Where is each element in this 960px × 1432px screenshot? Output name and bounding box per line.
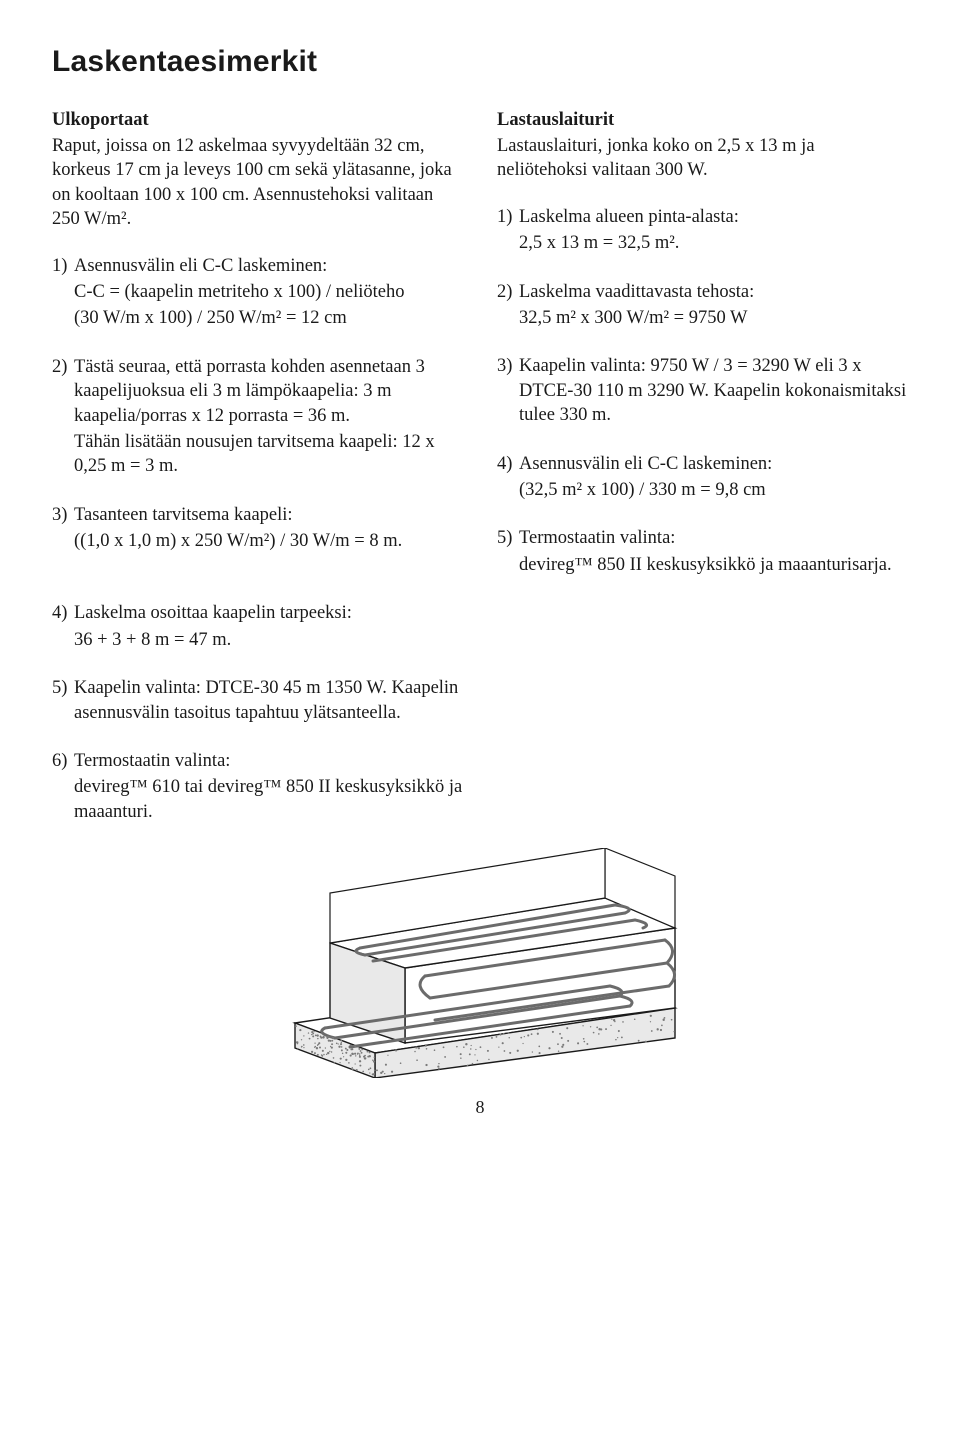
text-line: Asennusvälin eli C-C laskeminen: <box>519 452 908 476</box>
item-number: 4) <box>497 452 519 505</box>
text-line: Tähän lisätään nousujen tarvitsema kaape… <box>74 430 463 479</box>
item-body: Laskelma vaadittavasta tehosta: 32,5 m² … <box>519 280 908 333</box>
page-title: Laskentaesimerkit <box>52 42 908 82</box>
item-number: 6) <box>52 749 74 826</box>
text-line: Laskelma osoittaa kaapelin tarpeeksi: <box>74 601 480 625</box>
item-body: Asennusvälin eli C-C laskeminen: (32,5 m… <box>519 452 908 505</box>
text-line: Laskelma vaadittavasta tehosta: <box>519 280 908 304</box>
left-item-3: 3) Tasanteen tarvitsema kaapeli: ((1,0 x… <box>52 503 463 556</box>
item-body: Kaapelin valinta: 9750 W / 3 = 3290 W el… <box>519 354 908 429</box>
right-item-3: 3) Kaapelin valinta: 9750 W / 3 = 3290 W… <box>497 354 908 429</box>
two-column-layout: Ulkoportaat Raput, joissa on 12 askelmaa… <box>52 108 908 602</box>
right-intro-body: Lastauslaituri, jonka koko on 2,5 x 13 m… <box>497 134 908 183</box>
text-line: Tasanteen tarvitsema kaapeli: <box>74 503 463 527</box>
right-item-1: 1) Laskelma alueen pinta-alasta: 2,5 x 1… <box>497 205 908 258</box>
text-line: devireg™ 850 II keskusyksikkö ja maaantu… <box>519 553 908 577</box>
text-line: Laskelma alueen pinta-alasta: <box>519 205 908 229</box>
left-column: Ulkoportaat Raput, joissa on 12 askelmaa… <box>52 108 463 602</box>
text-line: Tästä seuraa, että porrasta kohden asenn… <box>74 355 463 428</box>
item-number: 2) <box>52 355 74 481</box>
text-line: C-C = (kaapelin metriteho x 100) / neliö… <box>74 280 463 304</box>
item-body: Termostaatin valinta: devireg™ 610 tai d… <box>74 749 480 826</box>
item-number: 3) <box>497 354 519 429</box>
left-column-continued: 4) Laskelma osoittaa kaapelin tarpeeksi:… <box>52 601 480 826</box>
item-body: Laskelma alueen pinta-alasta: 2,5 x 13 m… <box>519 205 908 258</box>
right-intro: Lastauslaiturit Lastauslaituri, jonka ko… <box>497 108 908 183</box>
left-item-4: 4) Laskelma osoittaa kaapelin tarpeeksi:… <box>52 601 480 654</box>
left-item-2: 2) Tästä seuraa, että porrasta kohden as… <box>52 355 463 481</box>
text-line: 32,5 m² x 300 W/m² = 9750 W <box>519 306 908 330</box>
item-body: Tästä seuraa, että porrasta kohden asenn… <box>74 355 463 481</box>
stair-diagram-svg <box>265 848 695 1078</box>
left-item-5: 5) Kaapelin valinta: DTCE-30 45 m 1350 W… <box>52 676 480 727</box>
text-line: (30 W/m x 100) / 250 W/m² = 12 cm <box>74 306 463 330</box>
left-item-6: 6) Termostaatin valinta: devireg™ 610 ta… <box>52 749 480 826</box>
item-number: 1) <box>52 254 74 333</box>
left-intro: Ulkoportaat Raput, joissa on 12 askelmaa… <box>52 108 463 232</box>
text-line: Termostaatin valinta: <box>519 526 908 550</box>
page-number: 8 <box>52 1096 908 1120</box>
stair-diagram <box>52 848 908 1078</box>
left-intro-head: Ulkoportaat <box>52 108 463 132</box>
text-line: 2,5 x 13 m = 32,5 m². <box>519 231 908 255</box>
item-number: 3) <box>52 503 74 556</box>
text-line: Termostaatin valinta: <box>74 749 480 773</box>
item-number: 1) <box>497 205 519 258</box>
right-item-4: 4) Asennusvälin eli C-C laskeminen: (32,… <box>497 452 908 505</box>
text-line: Kaapelin valinta: DTCE-30 45 m 1350 W. K… <box>74 676 480 725</box>
left-item-1: 1) Asennusvälin eli C-C laskeminen: C-C … <box>52 254 463 333</box>
text-line: (32,5 m² x 100) / 330 m = 9,8 cm <box>519 478 908 502</box>
text-line: Asennusvälin eli C-C laskeminen: <box>74 254 463 278</box>
right-column: Lastauslaiturit Lastauslaituri, jonka ko… <box>497 108 908 602</box>
item-body: Laskelma osoittaa kaapelin tarpeeksi: 36… <box>74 601 480 654</box>
text-line: ((1,0 x 1,0 m) x 250 W/m²) / 30 W/m = 8 … <box>74 529 463 553</box>
item-body: Tasanteen tarvitsema kaapeli: ((1,0 x 1,… <box>74 503 463 556</box>
item-number: 4) <box>52 601 74 654</box>
item-body: Asennusvälin eli C-C laskeminen: C-C = (… <box>74 254 463 333</box>
right-intro-head: Lastauslaiturit <box>497 108 908 132</box>
text-line: 36 + 3 + 8 m = 47 m. <box>74 628 480 652</box>
item-number: 5) <box>497 526 519 579</box>
text-line: Kaapelin valinta: 9750 W / 3 = 3290 W el… <box>519 354 908 427</box>
right-item-2: 2) Laskelma vaadittavasta tehosta: 32,5 … <box>497 280 908 333</box>
left-intro-body: Raput, joissa on 12 askelmaa syvyydeltää… <box>52 134 463 232</box>
item-body: Kaapelin valinta: DTCE-30 45 m 1350 W. K… <box>74 676 480 727</box>
text-line: devireg™ 610 tai devireg™ 850 II keskusy… <box>74 775 480 824</box>
right-item-5: 5) Termostaatin valinta: devireg™ 850 II… <box>497 526 908 579</box>
item-number: 5) <box>52 676 74 727</box>
item-body: Termostaatin valinta: devireg™ 850 II ke… <box>519 526 908 579</box>
item-number: 2) <box>497 280 519 333</box>
